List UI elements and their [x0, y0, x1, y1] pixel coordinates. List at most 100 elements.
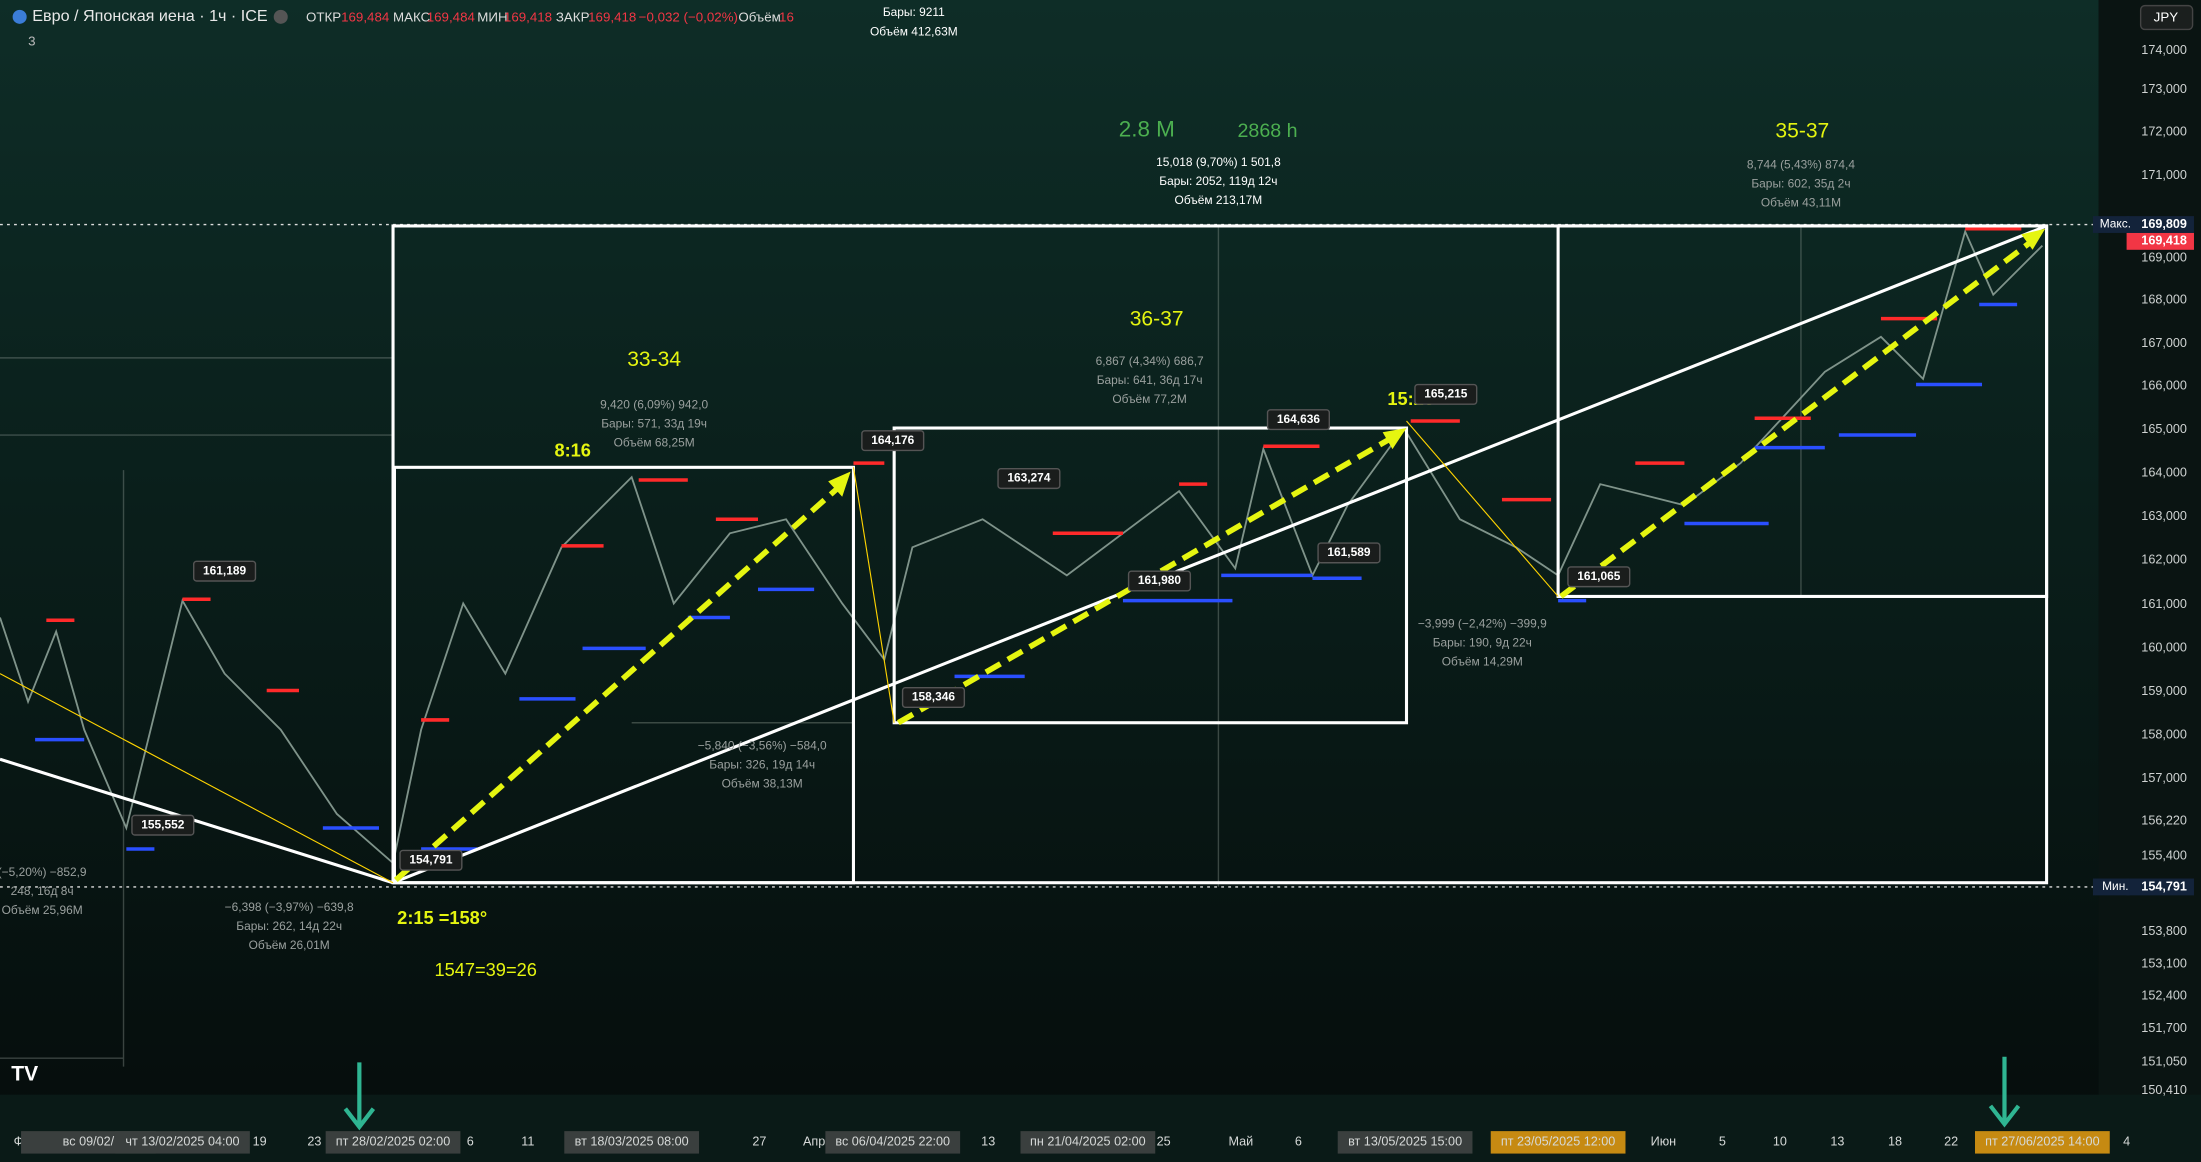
- measurement-text: Объём 68,25M: [614, 436, 695, 450]
- price-label: 153,800: [2141, 924, 2187, 938]
- price-label: 173,000: [2141, 82, 2187, 96]
- pivot-box: [1266, 409, 1331, 431]
- pivot-box: [131, 814, 195, 836]
- annotation: 35-37: [1775, 119, 1829, 142]
- collapse-button[interactable]: [273, 9, 288, 24]
- range-stat: Бары: 9211: [883, 5, 945, 19]
- price-badge-label: Макс.: [2100, 217, 2131, 231]
- price-label: 169,000: [2141, 251, 2187, 265]
- ohlc-field: МАКС: [393, 10, 431, 25]
- logo: TV: [11, 1063, 38, 1086]
- time-label: Апр: [803, 1135, 825, 1149]
- price-label: 164,000: [2141, 465, 2187, 479]
- ohlc-field: 16: [779, 10, 794, 25]
- price-label: 151,700: [2141, 1021, 2187, 1035]
- pivot-label: 164,636: [1277, 412, 1320, 426]
- time-label-bg: [1490, 1131, 1626, 1154]
- time-label-bg: [325, 1131, 461, 1154]
- measurement-text: Бары: 571, 33д 19ч: [601, 417, 707, 431]
- time-label: пн 21/04/2025 02:00: [1030, 1135, 1146, 1149]
- time-label: 27: [752, 1135, 766, 1149]
- time-label: чт 13/02/2025 04:00: [125, 1135, 239, 1149]
- pivot-label: 161,065: [1577, 569, 1620, 583]
- time-label: 23: [307, 1135, 321, 1149]
- measurement-text: 248, 16д 8ч: [11, 884, 74, 898]
- pivot-label: 158,346: [912, 690, 955, 704]
- price-label: 156,220: [2141, 813, 2187, 827]
- measurement-text: Объём 25,96M: [2, 903, 83, 917]
- time-label: 11: [521, 1135, 534, 1149]
- time-label: 19: [253, 1135, 267, 1149]
- time-label: пт 23/05/2025 12:00: [1501, 1135, 1615, 1149]
- price-label: 160,000: [2141, 641, 2187, 655]
- price-label: 155,400: [2141, 848, 2187, 862]
- pivot-box: [193, 560, 257, 582]
- measurement-text: Объём 213,17M: [1175, 193, 1263, 207]
- price-label: 161,000: [2141, 597, 2187, 611]
- measurement-text: −5,840 (−3,56%) −584,0: [698, 739, 827, 753]
- pivot-label: 165,215: [1424, 387, 1467, 401]
- ohlc-field: −0,032 (−0,02%): [639, 10, 738, 25]
- time-label: 25: [1157, 1135, 1171, 1149]
- pivot-box: [1567, 566, 1631, 588]
- price-label: 172,000: [2141, 124, 2187, 138]
- time-label: пт 27/06/2025 14:00: [1985, 1135, 2099, 1149]
- support-marks: [35, 302, 2018, 851]
- measurement-text: −6,398 (−3,97%) −639,8: [225, 900, 354, 914]
- time-label: 13: [1830, 1135, 1844, 1149]
- pivot-label: 161,189: [203, 563, 246, 577]
- time-label: 10: [1773, 1135, 1787, 1149]
- price-label: 159,000: [2141, 684, 2187, 698]
- measurement-text: Объём 26,01M: [249, 938, 330, 952]
- price-badge-tag: [2092, 216, 2130, 233]
- ohlc-field: ОТКР: [306, 10, 341, 25]
- pivot-label: 161,589: [1327, 545, 1370, 559]
- ohlc-field: 169,418: [504, 10, 552, 25]
- price-badge-label: Мин.: [2102, 879, 2129, 893]
- measurement-text: Объём 38,13M: [722, 777, 803, 791]
- time-label: 6: [1295, 1135, 1302, 1149]
- time-label: вт 18/03/2025 08:00: [575, 1135, 689, 1149]
- time-label-bg: [1020, 1131, 1156, 1154]
- time-label: 18: [1888, 1135, 1902, 1149]
- measurement-text: Объём 14,29M: [1442, 655, 1523, 669]
- symbol: Евро / Японская иена · 1ч · ICE: [32, 7, 268, 25]
- measurement-text: Бары: 602, 35д 2ч: [1751, 177, 1850, 191]
- measurement-text: 15,018 (9,70%) 1 501,8: [1156, 155, 1281, 169]
- annotation: 2.8 M: [1119, 116, 1175, 141]
- price-label: 166,000: [2141, 378, 2187, 392]
- price-label: 162,000: [2141, 552, 2187, 566]
- measurement-text: Бары: 2052, 119д 12ч: [1159, 174, 1277, 188]
- currency-button[interactable]: [2139, 4, 2194, 31]
- annotation: 2:15 =158°: [397, 907, 487, 928]
- boxes: [0, 224, 2049, 885]
- time-label: 5: [1719, 1135, 1726, 1149]
- pivot-label: 161,980: [1138, 573, 1181, 587]
- price-badge-value: 169,418: [2141, 234, 2187, 248]
- price-badge: [2126, 232, 2194, 250]
- price-badge-value: 154,791: [2141, 879, 2187, 893]
- measurement-text: Объём 77,2M: [1112, 392, 1186, 406]
- range-stat: Объём 412,63M: [870, 24, 958, 38]
- measurement-text: 8,744 (5,43%) 874,4: [1747, 158, 1855, 172]
- ohlc-field: 169,484: [341, 10, 390, 25]
- time-label-bg: [1975, 1131, 2110, 1154]
- measurement-text: (−5,20%) −852,9: [0, 865, 87, 879]
- price-label: 167,000: [2141, 336, 2187, 350]
- pivot-box: [861, 430, 925, 452]
- measurement-text: 9,420 (6,09%) 942,0: [600, 398, 708, 412]
- price-badge-value: 169,809: [2141, 217, 2187, 231]
- time-label: 6: [467, 1135, 474, 1149]
- time-label: 22: [1944, 1135, 1958, 1149]
- ohlc-field: ЗАКР: [556, 10, 590, 25]
- time-label: вс 06/04/2025 22:00: [835, 1135, 950, 1149]
- measurement-text: Бары: 190, 9д 22ч: [1433, 636, 1532, 650]
- ohlc-field: 169,484: [427, 10, 476, 25]
- markers: [343, 1056, 2021, 1131]
- annotation: 1547=39=26: [434, 959, 536, 980]
- indicator-count: 3: [28, 34, 35, 49]
- time-label: вс 09/02/: [63, 1135, 115, 1149]
- time-label: Июн: [1651, 1135, 1677, 1149]
